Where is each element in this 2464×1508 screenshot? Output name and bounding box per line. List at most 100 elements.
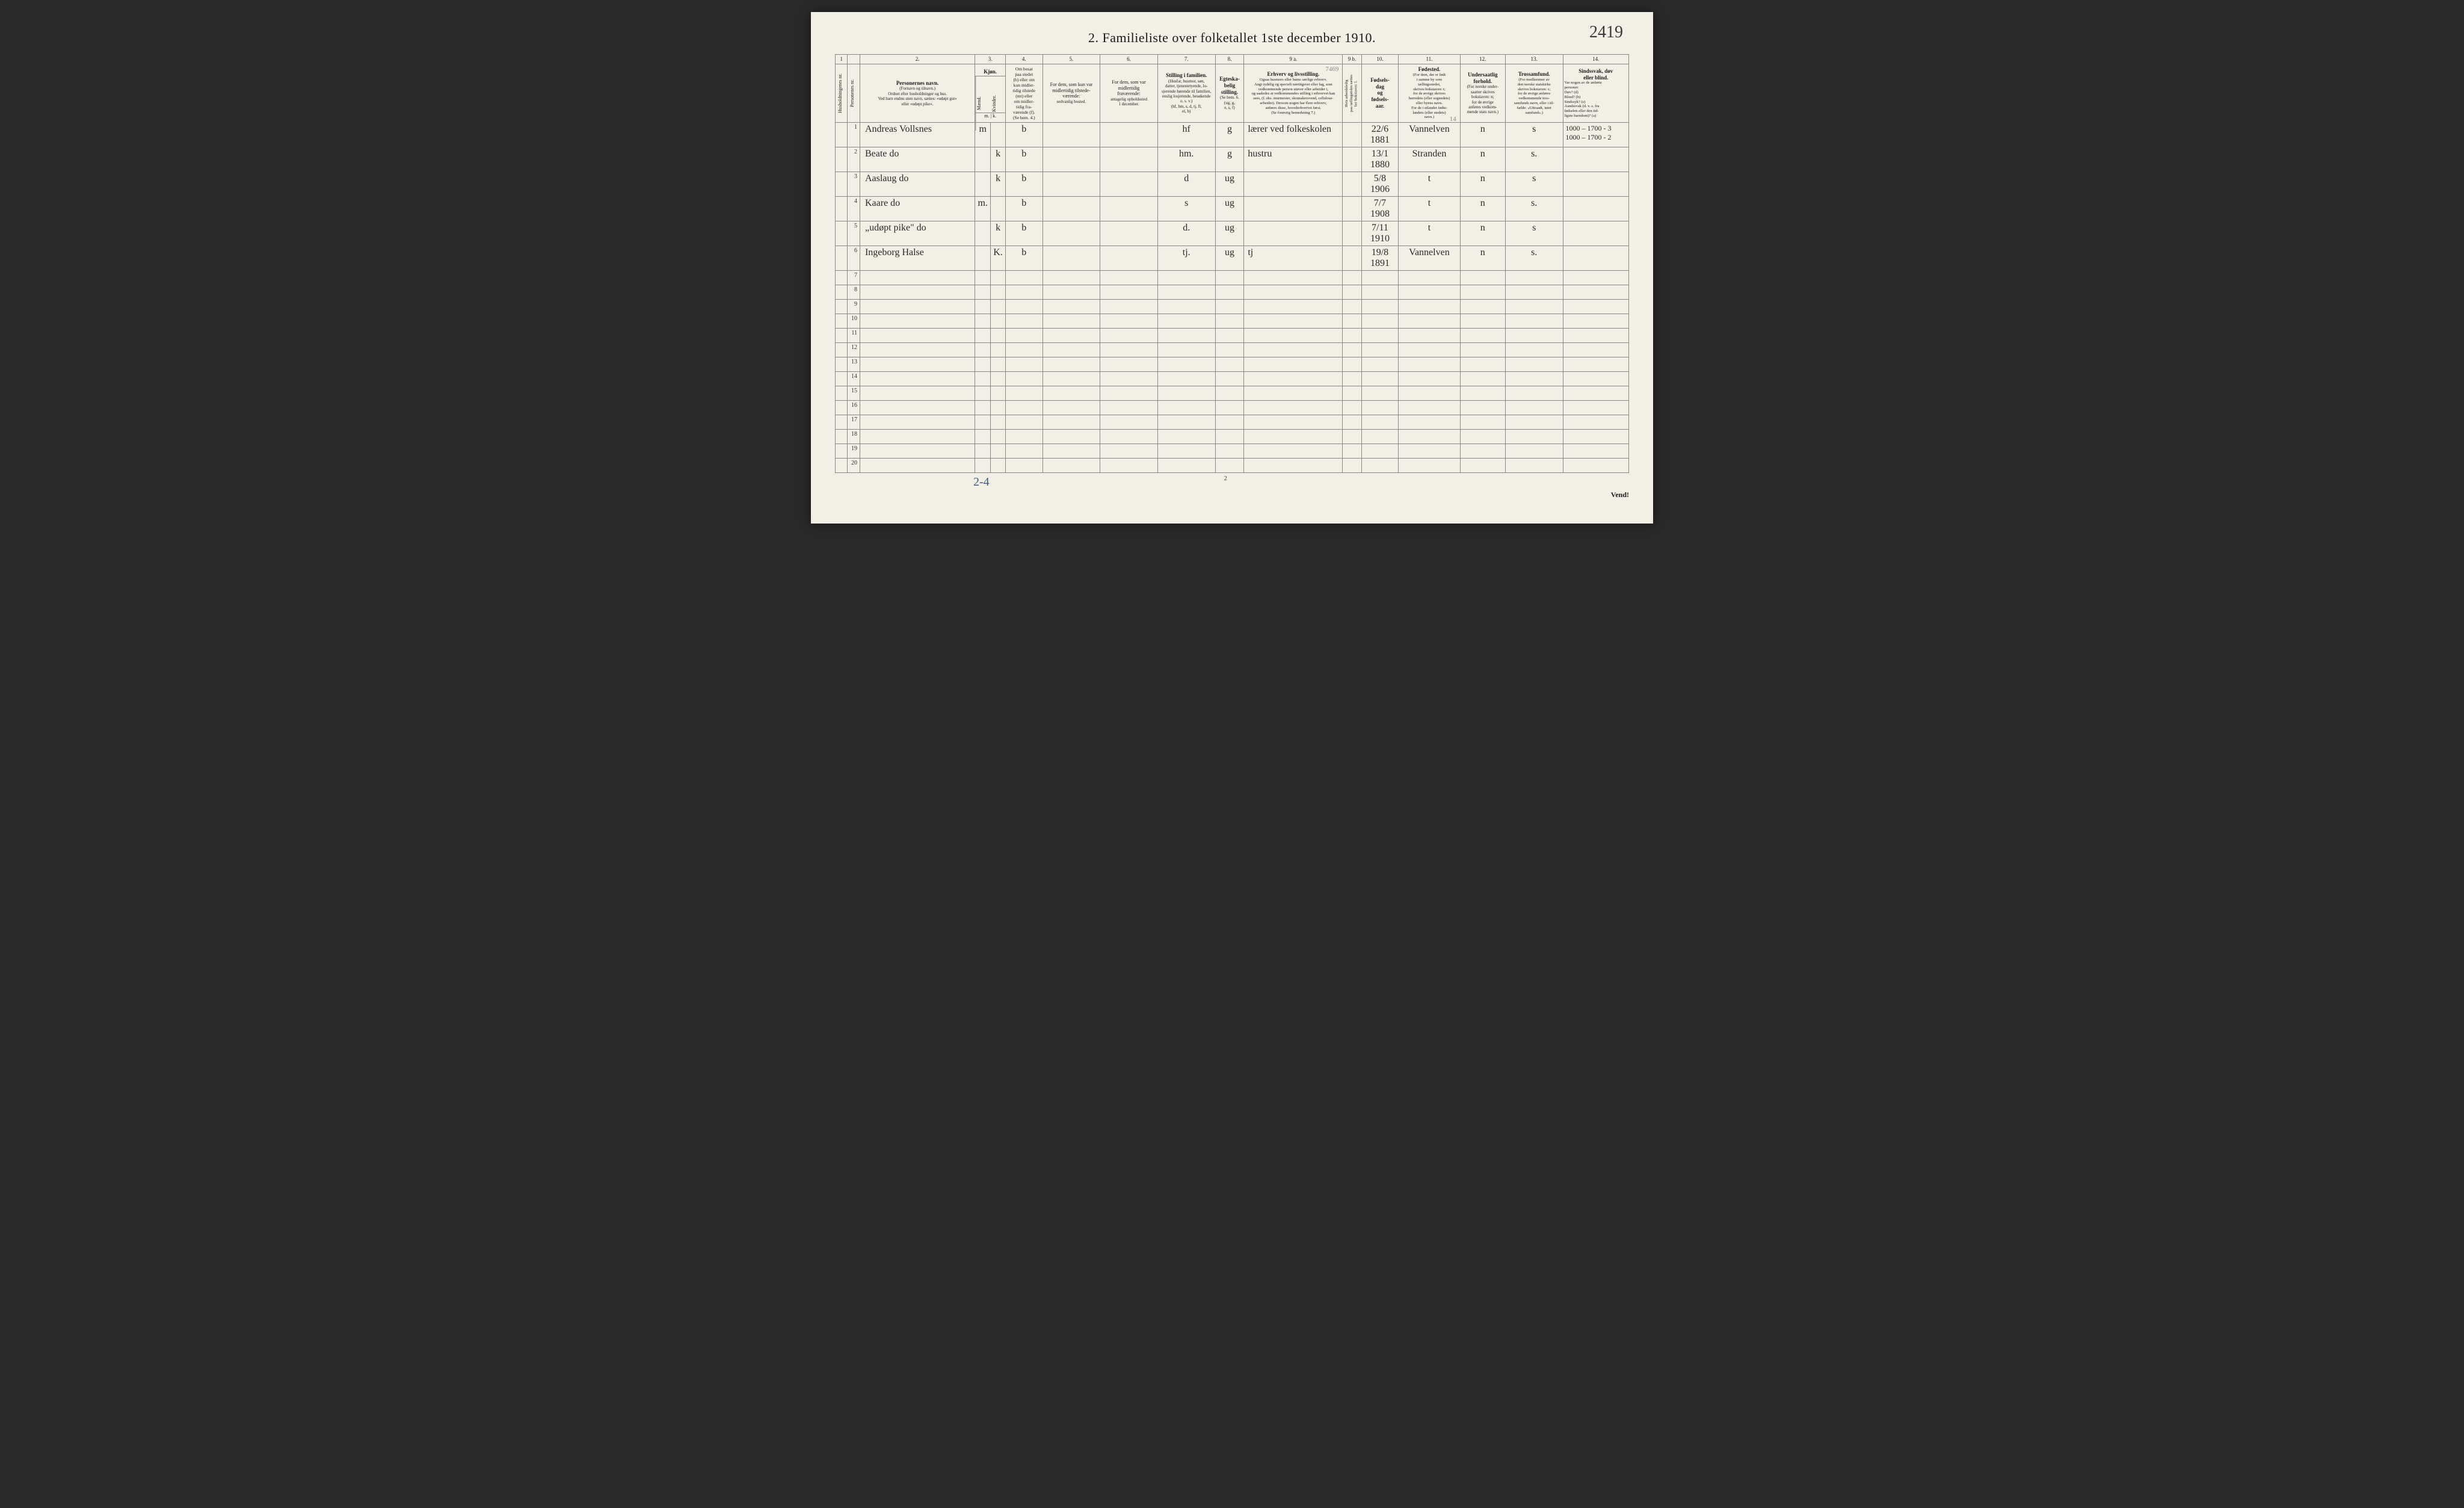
table-cell	[860, 299, 975, 314]
table-cell	[1100, 221, 1158, 246]
table-cell: „udøpt pike" do	[860, 221, 975, 246]
table-cell	[1361, 314, 1398, 328]
table-cell	[1006, 299, 1043, 314]
table-cell: s.	[1505, 147, 1563, 172]
table-cell	[1100, 458, 1158, 472]
table-cell	[860, 443, 975, 458]
table-cell	[1563, 443, 1628, 458]
table-cell: m.	[975, 196, 991, 221]
corner-annotation: 2419	[1589, 23, 1623, 42]
table-cell	[1244, 172, 1343, 196]
table-cell	[1215, 371, 1244, 386]
table-cell	[1100, 357, 1158, 371]
hdr-tilstede: For dem, som kun var midlertidig tilsted…	[1043, 64, 1100, 122]
table-row: 19	[836, 443, 1629, 458]
table-cell	[1343, 386, 1361, 400]
page-number: 2	[1224, 475, 1227, 482]
vend-label: Vend!	[1611, 490, 1629, 499]
table-cell	[1505, 314, 1563, 328]
table-cell	[1361, 270, 1398, 285]
table-cell	[1505, 400, 1563, 415]
table-cell	[1006, 371, 1043, 386]
table-cell	[991, 299, 1006, 314]
table-cell	[836, 458, 848, 472]
table-cell: b	[1006, 246, 1043, 270]
table-cell	[1460, 285, 1505, 299]
table-row: 7	[836, 270, 1629, 285]
hdr-egteskab: Egteska- belig stilling. (Se bem. 6. (ug…	[1215, 64, 1244, 122]
table-cell	[1043, 429, 1100, 443]
table-cell	[1563, 357, 1628, 371]
table-cell: lærer ved folkeskolen	[1244, 122, 1343, 147]
table-cell	[1343, 246, 1361, 270]
table-cell	[1399, 342, 1461, 357]
hdr-fravaerende: For dem, som var midlertidig fraværende:…	[1100, 64, 1158, 122]
table-cell	[1343, 429, 1361, 443]
table-cell: 1	[848, 122, 860, 147]
table-cell: k	[991, 147, 1006, 172]
table-cell	[1215, 270, 1244, 285]
colnum-1b	[848, 55, 860, 64]
table-cell	[1215, 458, 1244, 472]
table-cell	[1100, 415, 1158, 429]
table-cell	[975, 270, 991, 285]
table-cell	[1399, 415, 1461, 429]
table-cell	[1399, 443, 1461, 458]
table-cell: b	[1006, 196, 1043, 221]
table-cell	[975, 221, 991, 246]
colnum-13: 13.	[1505, 55, 1563, 64]
hdr-fodsel: Fødsels- dag og fødsels- aar.	[1361, 64, 1398, 122]
hdr-fodested: Fødested. (For dem, der er født i samme …	[1399, 64, 1461, 122]
table-body: 1Andreas Vollsnesmbhfglærer ved folkesko…	[836, 122, 1629, 472]
table-cell	[1361, 386, 1398, 400]
table-cell	[1460, 328, 1505, 342]
table-cell	[1043, 299, 1100, 314]
table-cell	[1460, 458, 1505, 472]
table-cell	[1361, 415, 1398, 429]
table-cell	[1563, 328, 1628, 342]
table-cell: s	[1505, 172, 1563, 196]
table-cell	[975, 386, 991, 400]
table-cell: 7/7 1908	[1361, 196, 1398, 221]
hdr-husholdning: Husholdningenes nr.	[836, 64, 848, 122]
colnum-10: 10.	[1361, 55, 1398, 64]
table-cell	[975, 328, 991, 342]
table-cell	[836, 443, 848, 458]
table-cell	[1100, 371, 1158, 386]
table-cell: 19	[848, 443, 860, 458]
table-cell	[1343, 458, 1361, 472]
table-cell	[1043, 221, 1100, 246]
table-cell	[1006, 415, 1043, 429]
table-cell	[1244, 285, 1343, 299]
table-cell	[1043, 147, 1100, 172]
table-cell	[836, 285, 848, 299]
table-cell: b	[1006, 221, 1043, 246]
census-table: 1 2. 3. 4. 5. 6. 7. 8. 9 a. 9 b. 10. 11.…	[835, 54, 1629, 473]
table-cell: 4	[848, 196, 860, 221]
table-cell	[1505, 285, 1563, 299]
table-cell	[1100, 196, 1158, 221]
table-cell: ug	[1215, 246, 1244, 270]
table-cell	[1343, 172, 1361, 196]
bottom-blue-annotation: 2-4	[973, 475, 990, 489]
table-cell	[836, 314, 848, 328]
table-cell	[836, 270, 848, 285]
table-cell	[1157, 386, 1215, 400]
table-cell	[1460, 429, 1505, 443]
table-cell	[1215, 342, 1244, 357]
table-cell	[1244, 357, 1343, 371]
table-cell	[975, 246, 991, 270]
table-cell: 10	[848, 314, 860, 328]
bottom-marks: 2-4 2 Vend!	[835, 475, 1629, 493]
table-cell: t	[1399, 221, 1461, 246]
colnum-9a: 9 a.	[1244, 55, 1343, 64]
table-cell	[860, 386, 975, 400]
table-cell: n	[1460, 246, 1505, 270]
hdr-bosat: Om bosat paa stedet (b) eller om kun mid…	[1006, 64, 1043, 122]
table-cell	[1343, 196, 1361, 221]
census-page: 2419 2. Familieliste over folketallet 1s…	[811, 12, 1653, 524]
table-cell: tj.	[1157, 246, 1215, 270]
table-cell	[1505, 299, 1563, 314]
table-cell	[1399, 328, 1461, 342]
table-cell	[975, 147, 991, 172]
